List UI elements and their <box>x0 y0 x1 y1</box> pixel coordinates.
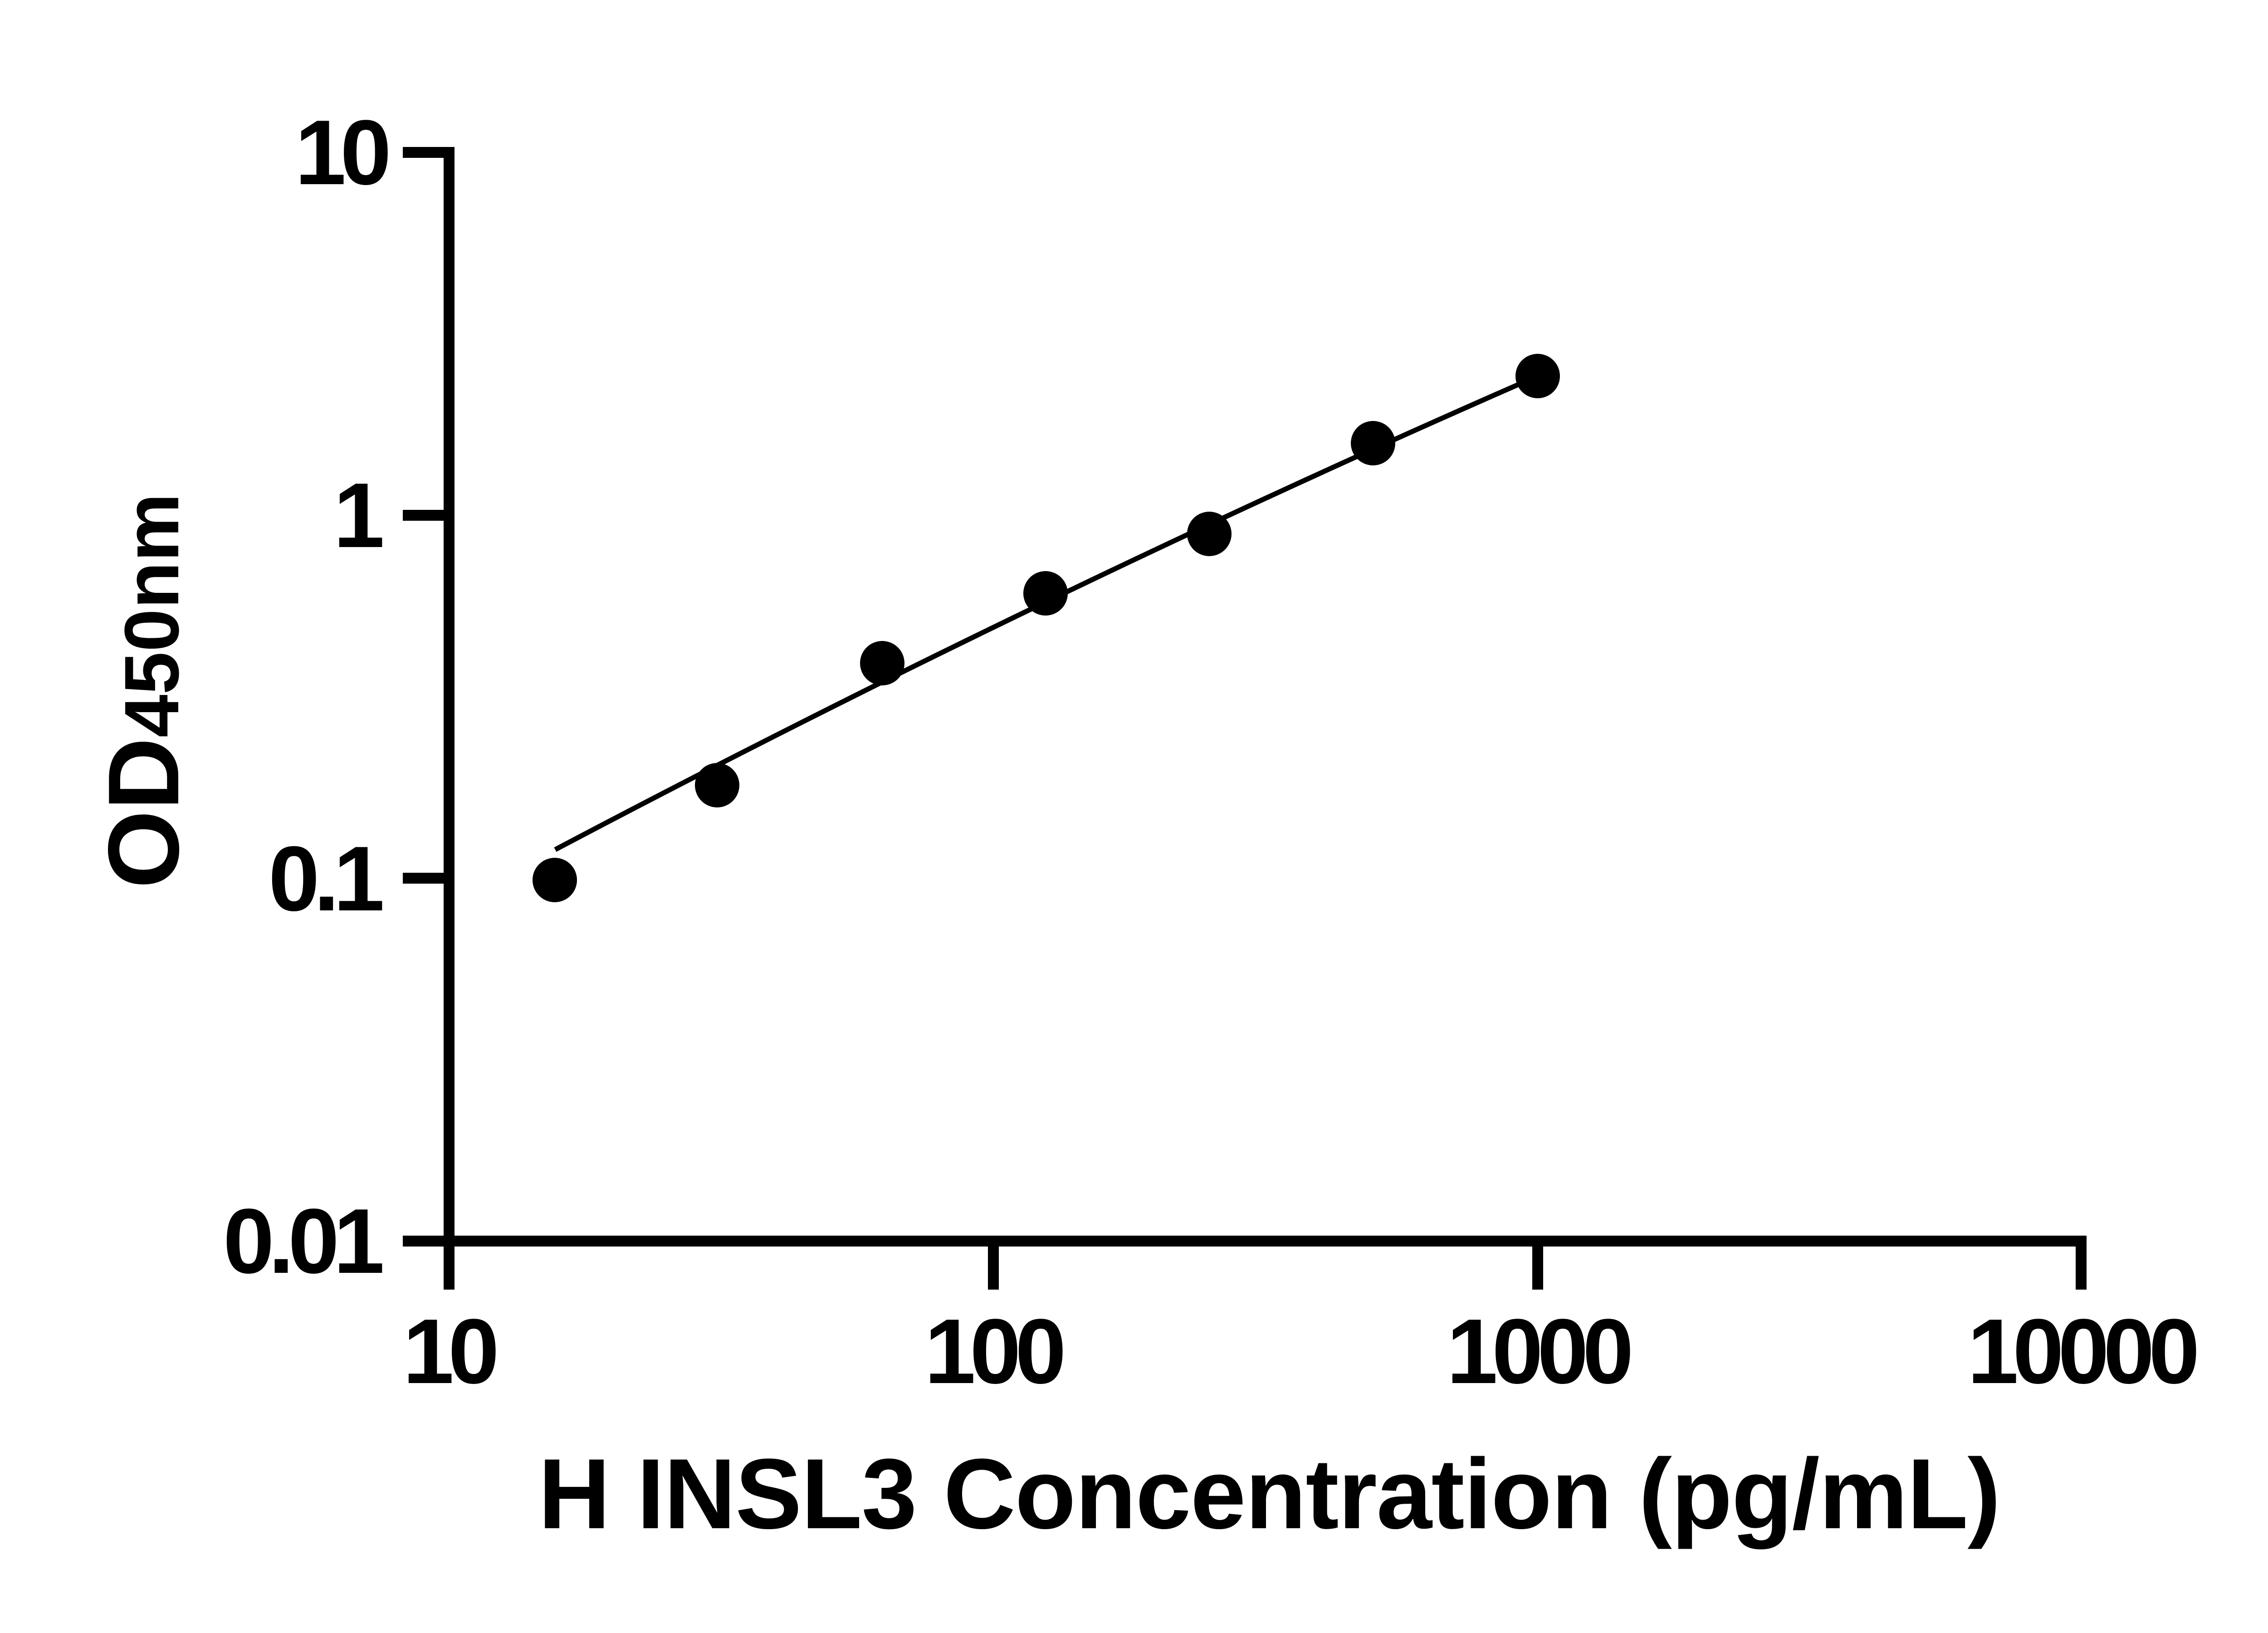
svg-text:10: 10 <box>295 101 388 204</box>
svg-text:0.01: 0.01 <box>223 1190 382 1293</box>
svg-text:OD450nm: OD450nm <box>88 493 200 889</box>
svg-text:10000: 10000 <box>1967 1300 2196 1403</box>
svg-text:1000: 1000 <box>1447 1300 1630 1403</box>
svg-text:0.1: 0.1 <box>269 827 382 930</box>
svg-text:10: 10 <box>403 1300 496 1403</box>
svg-text:100: 100 <box>924 1300 1063 1403</box>
svg-text:H INSL3 Concentration (pg/mL): H INSL3 Concentration (pg/mL) <box>538 1438 2000 1550</box>
svg-text:1: 1 <box>333 464 382 567</box>
